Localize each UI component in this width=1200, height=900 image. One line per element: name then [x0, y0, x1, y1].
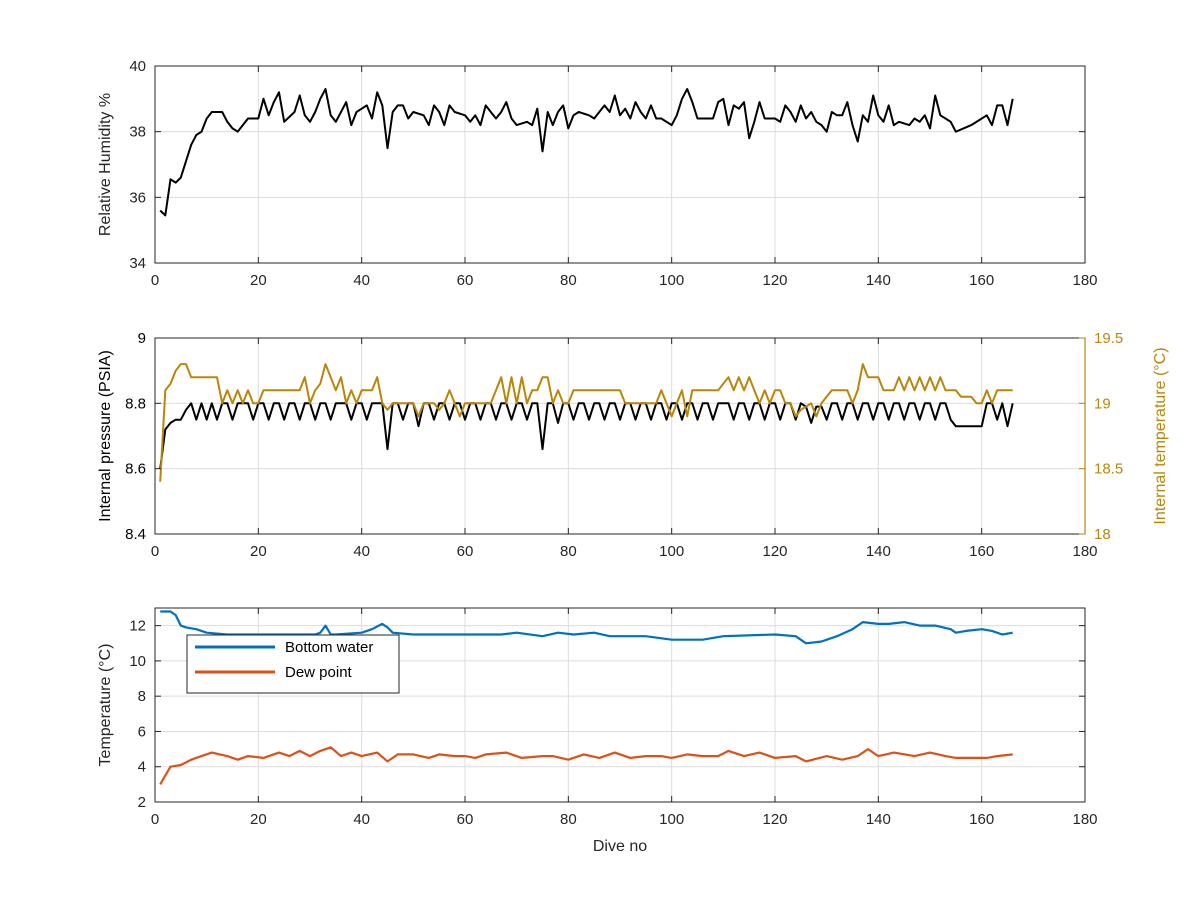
x-tick-label: 20 [250, 811, 267, 828]
y-tick-label: 38 [129, 124, 146, 141]
x-tick-label: 60 [457, 543, 474, 560]
x-tick-label: 40 [353, 272, 370, 289]
plot-area [155, 338, 1085, 534]
axes-box [154, 65, 1086, 264]
x-tick-label: 60 [457, 272, 474, 289]
series-line-1 [159, 88, 1014, 217]
x-tick-label: 180 [1072, 811, 1097, 828]
y-tick-label: 40 [129, 58, 146, 75]
y-tick-label: 12 [129, 618, 146, 635]
x-tick-label: 100 [659, 272, 684, 289]
y-axis-label: Internal pressure (PSIA) [97, 350, 114, 522]
y-tick-label: 10 [129, 653, 146, 670]
x-tick-label: 100 [659, 543, 684, 560]
legend-label: Bottom water [285, 639, 373, 656]
y-tick-label: 8.4 [125, 526, 146, 543]
x-axis-label: Dive no [593, 838, 647, 855]
x-tick-label: 80 [560, 811, 577, 828]
x-tick-label: 40 [353, 543, 370, 560]
plot-area [155, 66, 1085, 263]
x-tick-label: 40 [353, 811, 370, 828]
y2-tick-label: 19 [1094, 395, 1111, 412]
x-tick-label: 120 [762, 272, 787, 289]
x-tick-label: 120 [762, 811, 787, 828]
y2-axis-label: Internal temperature (°C) [1152, 347, 1169, 524]
x-tick-label: 180 [1072, 543, 1097, 560]
series-line-2 [159, 363, 1013, 482]
series-line-1 [159, 402, 1014, 469]
y-tick-label: 9 [138, 330, 146, 347]
x-tick-label: 160 [969, 811, 994, 828]
x-tick-label: 0 [151, 272, 159, 289]
y2-tick-label: 19.5 [1094, 330, 1123, 347]
y2-tick-label: 18 [1094, 526, 1111, 543]
legend-label: Dew point [285, 664, 353, 681]
x-tick-label: 0 [151, 811, 159, 828]
x-tick-label: 80 [560, 272, 577, 289]
y2-tick-label: 18.5 [1094, 461, 1123, 478]
x-tick-label: 140 [866, 543, 891, 560]
x-tick-label: 20 [250, 543, 267, 560]
y-tick-label: 8 [138, 688, 146, 705]
x-tick-label: 100 [659, 811, 684, 828]
y-tick-label: 36 [129, 189, 146, 206]
axes-box [154, 607, 1086, 803]
y-axis-label: Temperature (°C) [97, 644, 114, 767]
y-tick-label: 34 [129, 255, 146, 272]
x-tick-label: 140 [866, 811, 891, 828]
x-tick-label: 160 [969, 272, 994, 289]
x-tick-label: 120 [762, 543, 787, 560]
legend-box [186, 634, 400, 694]
y-tick-label: 8.8 [125, 395, 146, 412]
chart-panel-2: 0 20 40 60 80 100 120 140 160 180 8.4 8.6 8.8 9 18 18.5… [97, 330, 1169, 560]
series-line-dew-point [159, 746, 1013, 785]
legend: Bottom water Dew point [186, 634, 400, 694]
y-tick-label: 2 [138, 794, 146, 811]
x-tick-label: 180 [1072, 272, 1097, 289]
x-tick-label: 80 [560, 543, 577, 560]
x-tick-label: 20 [250, 272, 267, 289]
y-tick-label: 8.6 [125, 461, 146, 478]
y-tick-label: 4 [138, 759, 146, 776]
x-tick-label: 60 [457, 811, 474, 828]
y-axis-label: Relative Humidity % [97, 93, 114, 236]
chart-panel-1: 0 20 40 60 80 100 120 140 160 180 34 36 38 40 Relative… [97, 58, 1098, 289]
x-tick-label: 160 [969, 543, 994, 560]
x-tick-label: 0 [151, 543, 159, 560]
chart-panel-3: 0 20 40 60 80 100 120 140 160 180 2 4 6 8 10 12 Temperat… [97, 607, 1098, 855]
y-tick-label: 6 [138, 723, 146, 740]
x-tick-label: 140 [866, 272, 891, 289]
